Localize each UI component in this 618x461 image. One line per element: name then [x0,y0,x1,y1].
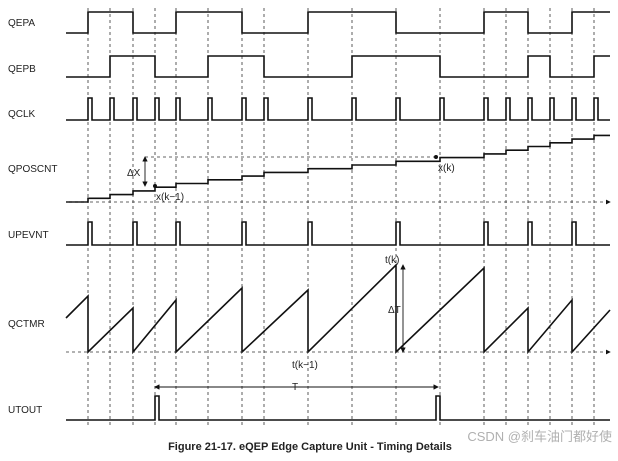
point [153,184,157,188]
signal-label: QCLK [8,109,36,120]
point [434,155,438,159]
signal-label: QCTMR [8,319,45,330]
annotation: T [292,382,298,393]
qctmr-wave [65,263,611,355]
utout-wave [66,395,610,421]
watermark: CSDN @刹车油门都好使 [467,429,612,444]
qposcnt-wave [66,134,610,203]
qclk-wave [66,97,610,121]
annotation: x(k−1) [156,192,184,203]
waveforms [65,11,611,421]
qepa-wave [66,11,610,34]
upevnt-wave [66,221,610,246]
signal-label: QEPA [8,18,35,29]
qepb-wave [66,55,610,78]
caption: Figure 21-17. eQEP Edge Capture Unit - T… [168,441,452,453]
signal-label: UPEVNT [8,230,49,241]
signal-label: UTOUT [8,405,42,416]
annotation: x(k) [438,163,455,174]
annotation: t(k−1) [292,360,318,371]
annotation: ΔT [388,305,401,316]
guide-lines [87,8,595,425]
signal-label: QPOSCNT [8,164,57,175]
annotation: t(k) [385,255,399,266]
signal-label: QEPB [8,64,36,75]
annotation: ΔX [127,168,141,179]
